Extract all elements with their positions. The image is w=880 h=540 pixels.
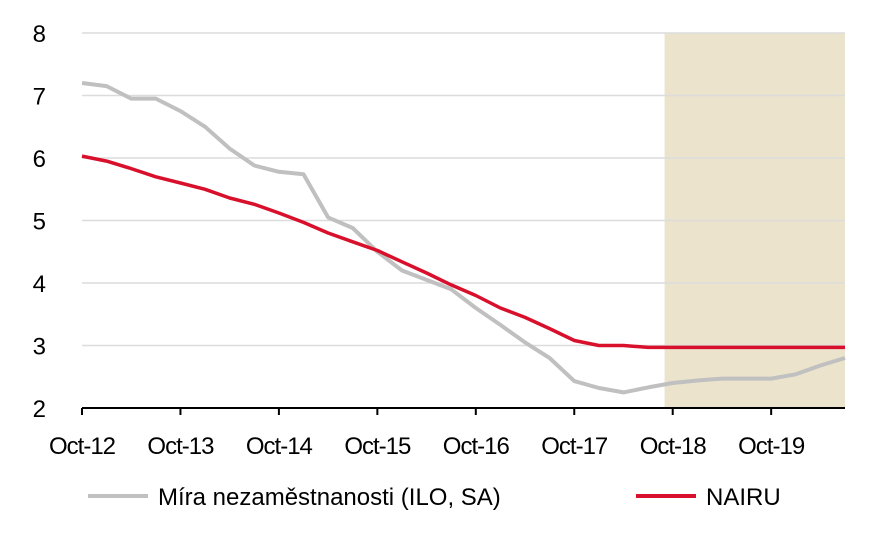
x-axis xyxy=(81,407,845,415)
y-tick-label: 7 xyxy=(33,84,46,111)
series-line-unemployment xyxy=(81,81,846,395)
y-tick-label: 3 xyxy=(33,334,46,361)
x-tick-label: Oct-14 xyxy=(246,433,313,460)
legend-label-unemployment: Míra nezaměstnanosti (ILO, SA) xyxy=(158,484,501,511)
series-lines xyxy=(81,81,846,395)
y-tick-label: 2 xyxy=(33,396,46,423)
y-tick-label: 8 xyxy=(33,21,46,48)
x-tick-label: Oct-13 xyxy=(147,433,214,460)
x-tick-label: Oct-19 xyxy=(738,433,805,460)
x-axis-tick-labels: Oct-12 Oct-13 Oct-14 Oct-15 Oct-16 Oct-17 Oct-… xyxy=(49,433,806,460)
x-tick-label: Oct-12 xyxy=(49,433,116,460)
series-line-nairu xyxy=(81,154,845,350)
y-tick-label: 5 xyxy=(33,209,46,236)
legend: Míra nezaměstnanosti (ILO, SA) NAIRU xyxy=(88,484,781,511)
y-tick-label: 4 xyxy=(33,271,46,298)
y-tick-label: 6 xyxy=(33,146,46,173)
x-tick-label: Oct-15 xyxy=(344,433,411,460)
x-tick-label: Oct-16 xyxy=(443,433,510,460)
x-tick-label: Oct-18 xyxy=(640,433,707,460)
legend-label-nairu: NAIRU xyxy=(706,484,781,511)
gridlines xyxy=(82,32,845,347)
y-axis-tick-labels: 2 3 4 5 6 7 8 xyxy=(33,21,46,423)
x-tick-label: Oct-17 xyxy=(541,433,608,460)
